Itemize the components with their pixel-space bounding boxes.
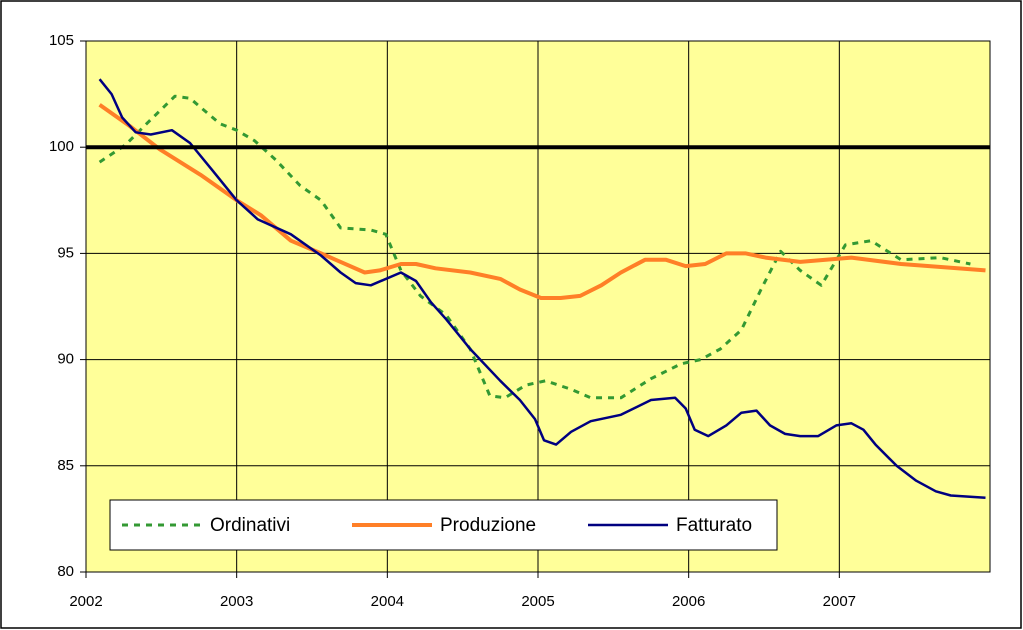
y-tick-label: 100 — [49, 138, 74, 155]
series-line — [98, 78, 986, 499]
legend-label: Fatturato — [676, 515, 752, 536]
x-tick-label: 2004 — [371, 593, 404, 610]
x-tick-label: 2003 — [220, 593, 253, 610]
x-tick-label: 2002 — [69, 593, 102, 610]
x-tick-label: 2007 — [823, 593, 856, 610]
y-tick-label: 85 — [57, 457, 74, 474]
x-tick-label: 2005 — [521, 593, 554, 610]
legend-label: Produzione — [440, 515, 536, 536]
y-tick-label: 90 — [57, 351, 74, 368]
legend-label: Ordinativi — [210, 515, 290, 536]
y-tick-label: 95 — [57, 244, 74, 261]
y-tick-label: 105 — [49, 32, 74, 49]
legend: Ordinativi Produzione Fatturato — [109, 499, 778, 551]
y-tick-label: 80 — [57, 563, 74, 580]
x-tick-label: 2006 — [672, 593, 705, 610]
